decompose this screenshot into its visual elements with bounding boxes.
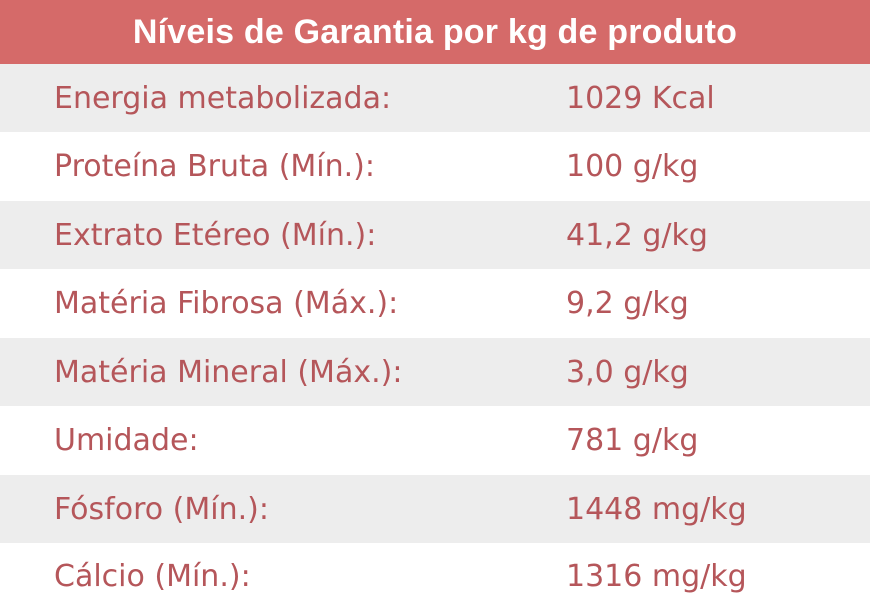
row-value: 1448 mg/kg <box>566 491 747 527</box>
table-row: Energia metabolizada: 1029 Kcal <box>0 64 870 132</box>
table-row: Umidade: 781 g/kg <box>0 406 870 475</box>
row-label: Cálcio (Mín.): <box>54 558 251 594</box>
row-label: Energia metabolizada: <box>54 80 392 116</box>
row-value: 100 g/kg <box>566 149 699 184</box>
table-row: Proteína Bruta (Mín.): 100 g/kg <box>0 132 870 201</box>
row-label: Matéria Mineral (Máx.): <box>54 354 403 390</box>
row-label: Umidade: <box>54 423 199 458</box>
table-title: Níveis de Garantia por kg de produto <box>0 0 870 64</box>
table-row: Cálcio (Mín.): 1316 mg/kg <box>0 543 870 609</box>
row-label: Fósforo (Mín.): <box>54 491 269 527</box>
row-value: 1316 mg/kg <box>566 558 747 594</box>
row-label: Matéria Fibrosa (Máx.): <box>54 286 399 321</box>
row-value: 3,0 g/kg <box>566 354 689 390</box>
table-row: Matéria Mineral (Máx.): 3,0 g/kg <box>0 338 870 406</box>
row-value: 781 g/kg <box>566 423 699 458</box>
row-label: Proteína Bruta (Mín.): <box>54 149 375 184</box>
table-row: Extrato Etéreo (Mín.): 41,2 g/kg <box>0 201 870 269</box>
table-row: Fósforo (Mín.): 1448 mg/kg <box>0 475 870 543</box>
row-value: 41,2 g/kg <box>566 217 708 253</box>
row-value: 1029 Kcal <box>566 80 715 116</box>
table-row: Matéria Fibrosa (Máx.): 9,2 g/kg <box>0 269 870 338</box>
row-value: 9,2 g/kg <box>566 286 689 321</box>
row-label: Extrato Etéreo (Mín.): <box>54 217 377 253</box>
